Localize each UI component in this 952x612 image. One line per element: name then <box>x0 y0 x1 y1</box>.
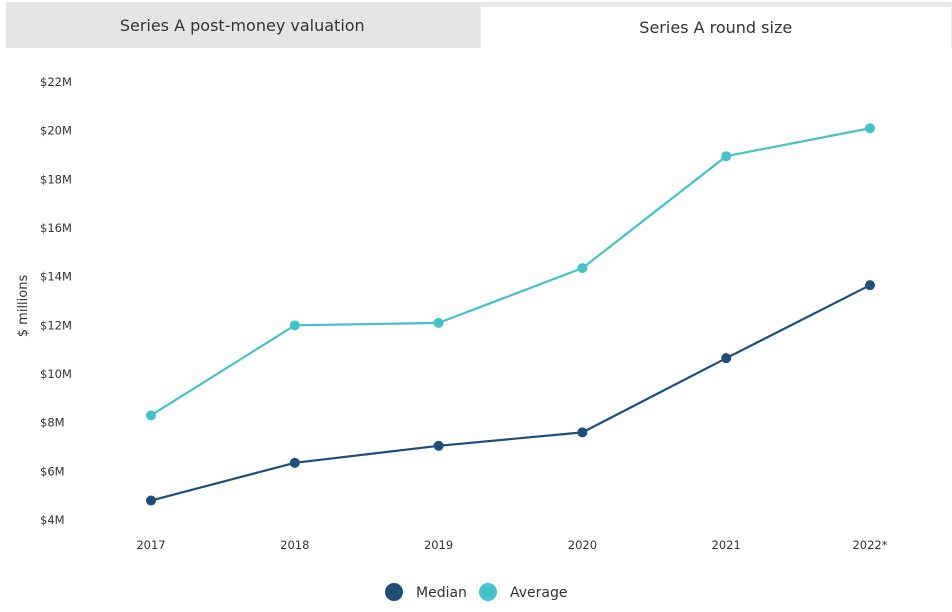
average-point[interactable] <box>433 317 444 328</box>
median-point[interactable] <box>577 427 588 438</box>
series-average <box>146 123 875 421</box>
average-point[interactable] <box>721 151 732 162</box>
average-line <box>149 127 872 417</box>
legend-label: Average <box>510 585 568 601</box>
series-layer <box>146 123 875 506</box>
series-median <box>146 280 875 506</box>
median-point[interactable] <box>865 280 875 291</box>
average-point[interactable] <box>865 123 875 134</box>
average-point[interactable] <box>146 410 156 421</box>
y-tick-label: $4M <box>40 513 65 527</box>
y-tick-label: $16M <box>40 221 72 235</box>
legend-item-average[interactable]: Average <box>479 583 568 601</box>
y-tick-label: $20M <box>40 124 72 138</box>
median-point[interactable] <box>721 353 732 364</box>
x-tick-label: 2020 <box>568 538 597 552</box>
y-tick-label: $14M <box>40 270 72 284</box>
legend-label: Median <box>416 585 467 601</box>
y-tick-label: $10M <box>40 367 72 381</box>
median-point[interactable] <box>289 457 300 468</box>
x-axis: 2017 2018 2019 2020 2021 2022* <box>136 538 887 552</box>
y-tick-label: $6M <box>40 464 65 478</box>
median-point[interactable] <box>146 495 156 506</box>
legend: Median Average <box>385 583 568 601</box>
tab-post-money-valuation[interactable]: Series A post-money valuation <box>6 2 479 48</box>
tab-bar: Series A post-money valuation Series A r… <box>6 2 952 48</box>
x-tick-label: 2019 <box>424 538 453 552</box>
median-point[interactable] <box>433 440 444 451</box>
x-tick-label: 2018 <box>280 538 309 552</box>
average-point[interactable] <box>577 263 588 274</box>
median-line <box>149 284 872 502</box>
y-tick-label: $22M <box>40 75 72 89</box>
x-tick-label: 2017 <box>136 538 165 552</box>
y-tick-label: $8M <box>40 416 65 430</box>
y-axis-title: $ millions <box>16 275 31 338</box>
average-point[interactable] <box>289 320 300 331</box>
legend-marker <box>479 583 497 601</box>
y-tick-label: $12M <box>40 318 72 332</box>
legend-item-median[interactable]: Median <box>385 583 467 601</box>
x-tick-label: 2021 <box>712 538 741 552</box>
y-axis: $4M $6M $8M $10M $12M $14M $16M $18M $20M $22M <box>40 75 72 527</box>
y-tick-label: $18M <box>40 172 72 186</box>
x-tick-label: 2022* <box>852 538 887 552</box>
legend-marker <box>385 583 403 601</box>
